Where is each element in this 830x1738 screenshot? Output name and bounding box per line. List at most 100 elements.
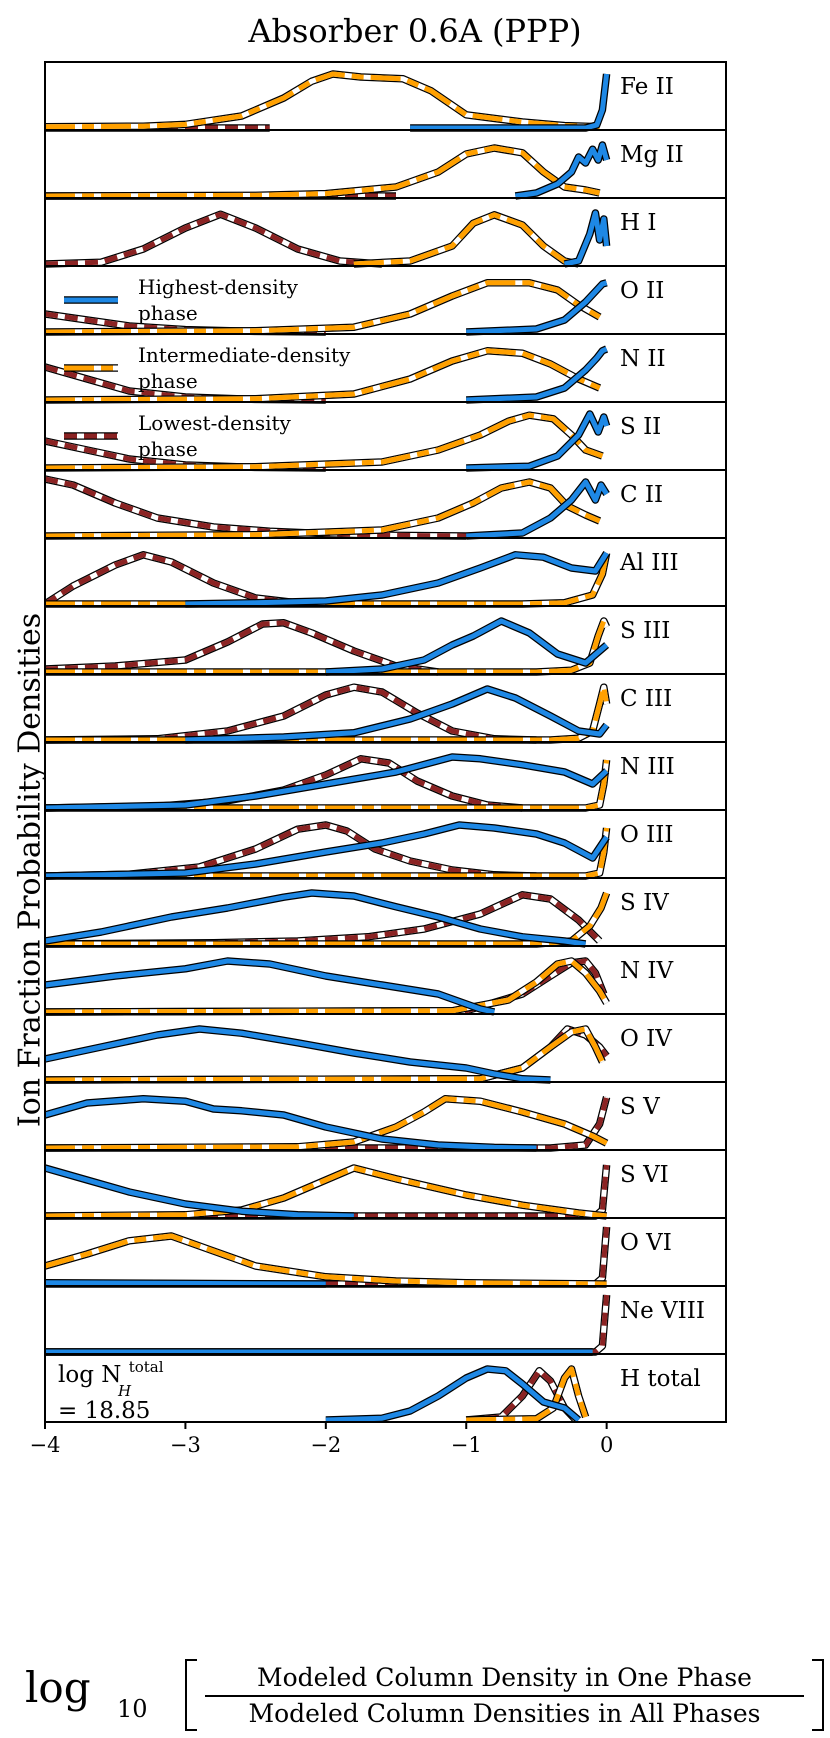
panel-c-iii bbox=[45, 683, 611, 744]
series-intermediate-o-ii bbox=[45, 280, 601, 335]
series-intermediate-mg-ii-outline bbox=[45, 144, 601, 200]
series-intermediate-fe-ii bbox=[45, 71, 600, 130]
series-lowest-s-v-gap bbox=[45, 1096, 610, 1151]
series-lowest-s-iii-gap bbox=[45, 620, 439, 675]
legend: Highest-densityphaseIntermediate-density… bbox=[64, 275, 351, 461]
series-highest-s-iii-outline bbox=[325, 617, 610, 676]
panel-label: Ne VIII bbox=[620, 1298, 705, 1324]
panel-label: S IV bbox=[620, 890, 669, 916]
panel-label: Mg II bbox=[620, 142, 684, 168]
legend-label-intermediate: Intermediate-density bbox=[138, 343, 351, 367]
x-axis-label-denominator: Modeled Column Densities in All Phases bbox=[248, 1699, 761, 1728]
series-lowest-s-v-outline bbox=[45, 1096, 611, 1152]
series-highest-al-iii bbox=[185, 551, 609, 607]
x-axis-label-log: log bbox=[25, 1663, 91, 1712]
panel-mg-ii bbox=[45, 141, 611, 200]
series-highest-o-iv bbox=[45, 1026, 551, 1083]
series-intermediate-o-vi bbox=[45, 1233, 607, 1287]
series-intermediate-n-iv-outline bbox=[45, 957, 610, 1016]
annotation-text: log N total bbox=[58, 1358, 164, 1388]
series-highest-o-ii bbox=[466, 280, 608, 335]
panel-fe-ii bbox=[45, 70, 611, 132]
series-intermediate-s-v bbox=[45, 1096, 608, 1151]
panel-label: S II bbox=[620, 414, 661, 440]
series-lowest-o-iii bbox=[45, 822, 537, 879]
series-highest-s-vi-outline bbox=[45, 1164, 354, 1220]
panel-label: S V bbox=[620, 1094, 660, 1120]
series-intermediate-h-total bbox=[466, 1366, 588, 1422]
series-highest-s-v-outline bbox=[45, 1095, 537, 1152]
x-axis-label-numerator: Modeled Column Density in One Phase bbox=[257, 1663, 752, 1692]
annotation-log-n: log N bbox=[58, 1362, 129, 1388]
panel-label: C III bbox=[620, 686, 672, 712]
panel-label: S VI bbox=[620, 1162, 669, 1188]
panel-n-iii bbox=[45, 753, 611, 812]
series-lowest-c-iii bbox=[45, 684, 537, 743]
panel-s-iii bbox=[45, 617, 610, 676]
series-highest-n-ii bbox=[466, 346, 608, 403]
series-lowest-al-iii bbox=[45, 552, 354, 607]
series-intermediate-c-ii bbox=[45, 479, 601, 539]
series-highest-n-iv-outline bbox=[45, 957, 496, 1016]
x-axis-label-fraction: Modeled Column Density in One Phase Mode… bbox=[185, 1659, 824, 1731]
series-lowest-n-iv bbox=[45, 958, 607, 1015]
series-lowest-n-iv-gap bbox=[45, 958, 607, 1015]
series-lowest-o-iv-gap bbox=[45, 1026, 609, 1083]
panel-label: N IV bbox=[620, 958, 674, 984]
panel-label: O III bbox=[620, 822, 673, 848]
panel-label: N II bbox=[620, 346, 666, 372]
series-lowest-n-iv-outline bbox=[45, 957, 608, 1016]
panel-label: O IV bbox=[620, 1026, 672, 1052]
series-highest-n-iv bbox=[45, 958, 495, 1015]
panel-s-iv bbox=[45, 889, 611, 948]
bracket-bottom-right bbox=[812, 1729, 822, 1731]
series-lowest-s-v bbox=[45, 1096, 610, 1151]
series-lowest-n-iii-outline bbox=[45, 755, 523, 812]
legend-label-lowest: Lowest-density bbox=[138, 411, 292, 435]
panel-label: S III bbox=[620, 618, 670, 644]
x-axis-label: log 10 Modeled Column Density in One Pha… bbox=[25, 1655, 825, 1735]
series-intermediate-al-iii bbox=[45, 552, 610, 607]
series-lowest-o-iv bbox=[45, 1026, 609, 1083]
legend-label-highest: Highest-density bbox=[138, 275, 299, 299]
panel-o-iii bbox=[45, 821, 611, 880]
panel-h-total bbox=[325, 1365, 590, 1422]
panel-s-vi bbox=[45, 1164, 611, 1220]
chart-title: Absorber 0.6A (PPP) bbox=[248, 12, 582, 50]
series-intermediate-o-iv bbox=[45, 1026, 605, 1083]
panel-c-ii bbox=[45, 475, 610, 540]
legend-label-highest-line2: phase bbox=[138, 301, 198, 325]
panel-s-ii bbox=[45, 410, 611, 472]
panel-ne-viii bbox=[45, 1294, 611, 1356]
panel-label: O VI bbox=[620, 1230, 672, 1256]
panel-al-iii bbox=[45, 551, 611, 608]
bracket-bottom-left bbox=[187, 1729, 197, 1731]
series-highest-o-vi bbox=[45, 1280, 326, 1287]
panel-n-iv bbox=[45, 957, 610, 1016]
x-tick-label: 0 bbox=[600, 1433, 613, 1457]
annotation-sup: total bbox=[129, 1358, 164, 1376]
series-highest-o-iii bbox=[45, 822, 609, 879]
series-highest-s-iii bbox=[325, 618, 609, 675]
series-lowest-n-iii bbox=[45, 756, 523, 811]
panel-label: H total bbox=[620, 1366, 701, 1392]
series-highest-c-iii bbox=[185, 686, 609, 743]
panel-h-i bbox=[45, 209, 611, 268]
series-highest-s-v bbox=[45, 1096, 537, 1151]
chart-plot: Fe II Mg II H I O II N II S II C II Al III S III… bbox=[30, 61, 727, 1457]
series-lowest-c-ii bbox=[45, 476, 467, 539]
series-lowest-ne-viii-outline bbox=[45, 1294, 611, 1356]
panel-label: Fe II bbox=[620, 74, 674, 100]
annotation-sub: H bbox=[117, 1382, 132, 1400]
fraction-bar bbox=[205, 1695, 804, 1697]
series-intermediate-n-iv bbox=[45, 958, 609, 1015]
series-lowest-ne-viii bbox=[45, 1294, 610, 1355]
series-highest-s-ii bbox=[466, 411, 609, 471]
legend-label-intermediate-line2: phase bbox=[138, 369, 198, 393]
series-intermediate-h-i-outline bbox=[353, 211, 580, 268]
series-lowest-h-i bbox=[45, 211, 383, 267]
panel-n-ii bbox=[45, 345, 609, 404]
series-highest-fe-ii bbox=[410, 73, 610, 131]
series-lowest-s-vi bbox=[45, 1164, 610, 1219]
panel-label: O II bbox=[620, 278, 664, 304]
